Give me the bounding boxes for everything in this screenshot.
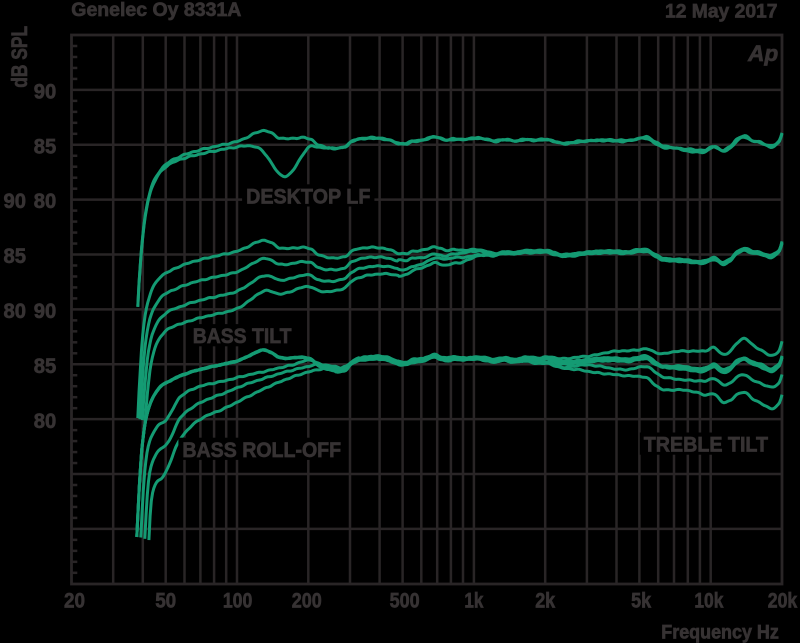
svg-text:2k: 2k bbox=[535, 588, 555, 612]
svg-text:90: 90 bbox=[34, 80, 57, 104]
svg-text:80: 80 bbox=[4, 299, 27, 323]
svg-text:50: 50 bbox=[155, 588, 176, 612]
svg-text:200: 200 bbox=[292, 588, 322, 612]
svg-text:500: 500 bbox=[390, 588, 420, 612]
svg-text:dB SPL: dB SPL bbox=[7, 26, 32, 88]
svg-text:TREBLE TILT: TREBLE TILT bbox=[644, 433, 768, 457]
svg-text:90: 90 bbox=[4, 189, 27, 213]
svg-text:80: 80 bbox=[34, 189, 57, 213]
svg-text:10k: 10k bbox=[694, 588, 723, 612]
svg-text:90: 90 bbox=[34, 299, 57, 323]
svg-text:BASS ROLL-OFF: BASS ROLL-OFF bbox=[182, 438, 341, 462]
svg-text:85: 85 bbox=[34, 134, 57, 158]
svg-text:BASS TILT: BASS TILT bbox=[193, 324, 292, 348]
svg-text:12 May 2017: 12 May 2017 bbox=[665, 0, 778, 22]
svg-text:5k: 5k bbox=[631, 588, 651, 612]
svg-text:Genelec Oy 8331A: Genelec Oy 8331A bbox=[71, 0, 241, 21]
svg-text:DESKTOP LF: DESKTOP LF bbox=[246, 184, 370, 208]
svg-text:Ap: Ap bbox=[747, 41, 778, 66]
svg-text:100: 100 bbox=[223, 588, 253, 612]
svg-text:20k: 20k bbox=[768, 588, 798, 612]
svg-text:Frequency Hz: Frequency Hz bbox=[661, 623, 779, 643]
svg-text:20: 20 bbox=[64, 588, 85, 612]
svg-text:85: 85 bbox=[4, 244, 27, 268]
svg-text:85: 85 bbox=[34, 354, 57, 378]
svg-text:80: 80 bbox=[34, 409, 57, 433]
svg-text:1k: 1k bbox=[464, 588, 483, 612]
